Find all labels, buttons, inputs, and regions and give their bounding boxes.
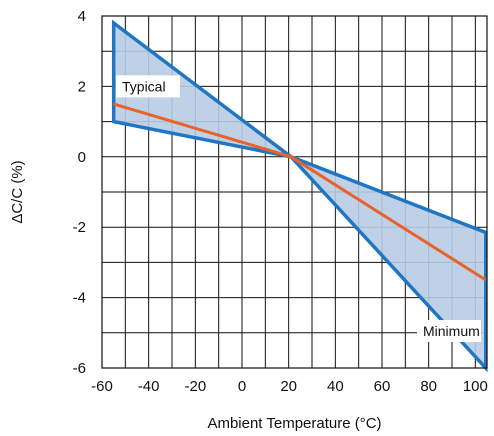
x-tick-label: 0 <box>238 378 246 395</box>
y-tick-label: -6 <box>73 360 86 377</box>
annotation-typical: Typical <box>116 75 180 98</box>
series-layer <box>113 102 487 282</box>
y-tick-label: 4 <box>78 8 86 25</box>
y-tick-label: 2 <box>78 78 86 95</box>
x-tick-label: 60 <box>374 378 391 395</box>
x-axis-ticks: -60 -40 -20 0 20 40 60 80 100 <box>91 378 488 395</box>
y-tick-label: 0 <box>78 149 86 166</box>
annotation-label: Minimum <box>423 323 480 339</box>
plot-frame <box>101 15 488 369</box>
x-tick-label: 80 <box>420 378 437 395</box>
x-tick-label: -60 <box>91 378 113 395</box>
annotation-background <box>417 320 481 343</box>
y-axis-ticks: -6 -4 -2 0 2 4 <box>73 8 86 377</box>
x-tick-label: -20 <box>184 378 206 395</box>
annotation-label: Typical <box>122 78 166 94</box>
x-tick-label: 40 <box>327 378 344 395</box>
annotation-background <box>116 75 180 98</box>
x-axis-label: Ambient Temperature (°C) <box>207 415 381 432</box>
y-axis-label: ΔC/C (%) <box>9 160 26 223</box>
x-tick-label: -40 <box>138 378 160 395</box>
y-tick-label: -4 <box>73 290 86 307</box>
x-tick-label: 20 <box>280 378 297 395</box>
y-tick-label: -2 <box>73 219 86 236</box>
series-line-typical <box>113 102 487 282</box>
x-tick-label: 100 <box>463 378 488 395</box>
annotations: Typical Minimum <box>116 75 481 343</box>
annotation-minimum: Minimum <box>417 320 481 343</box>
